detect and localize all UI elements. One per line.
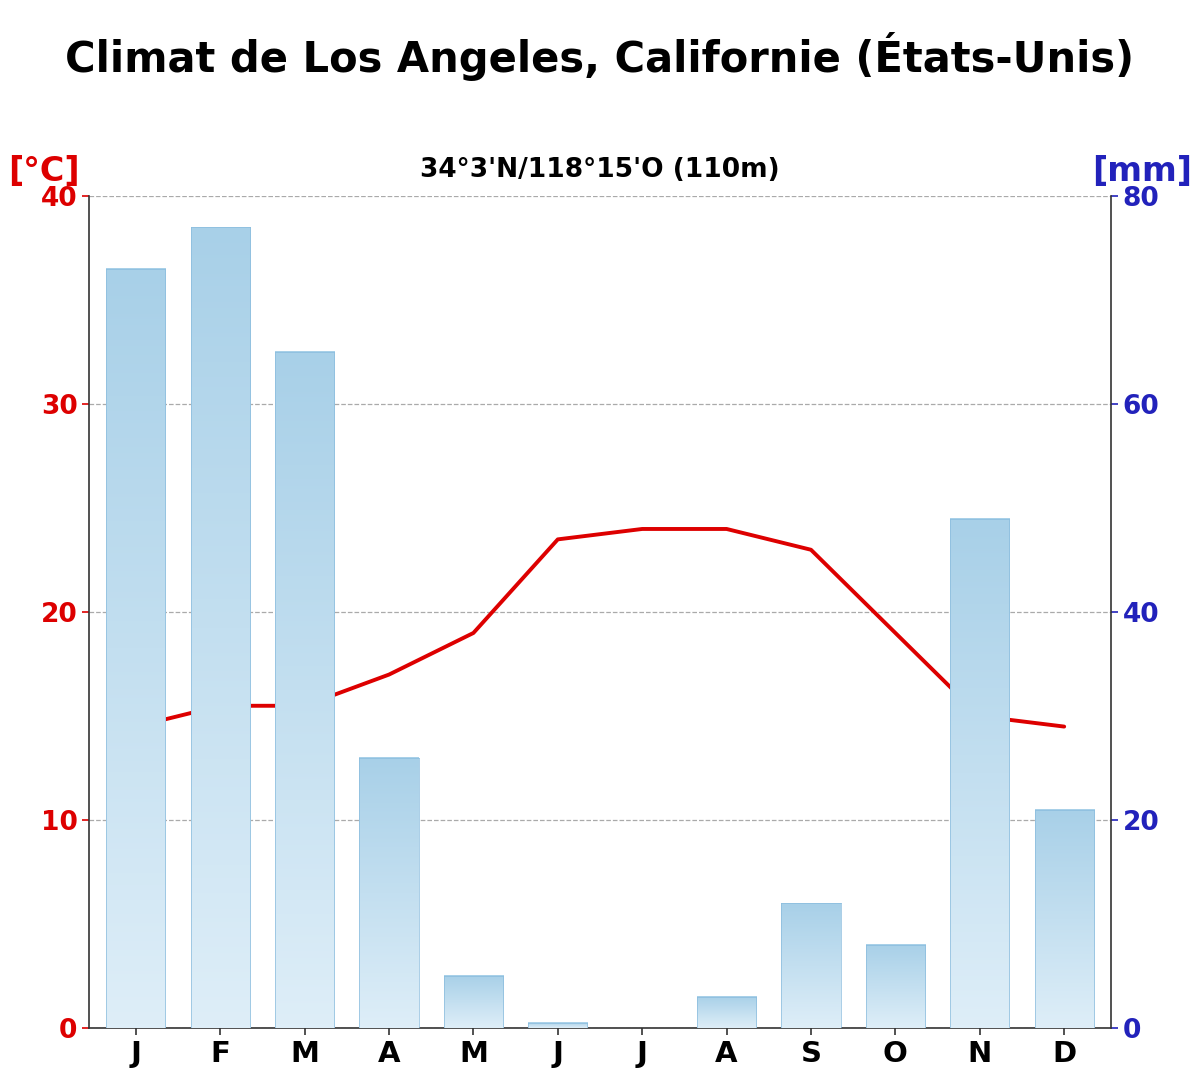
Title: 34°3'N/118°15'O (110m): 34°3'N/118°15'O (110m) <box>420 157 780 183</box>
Text: [°C]: [°C] <box>7 155 79 187</box>
Text: [mm]: [mm] <box>1092 155 1193 187</box>
Text: Climat de Los Angeles, Californie (États-Unis): Climat de Los Angeles, Californie (États… <box>66 32 1134 81</box>
